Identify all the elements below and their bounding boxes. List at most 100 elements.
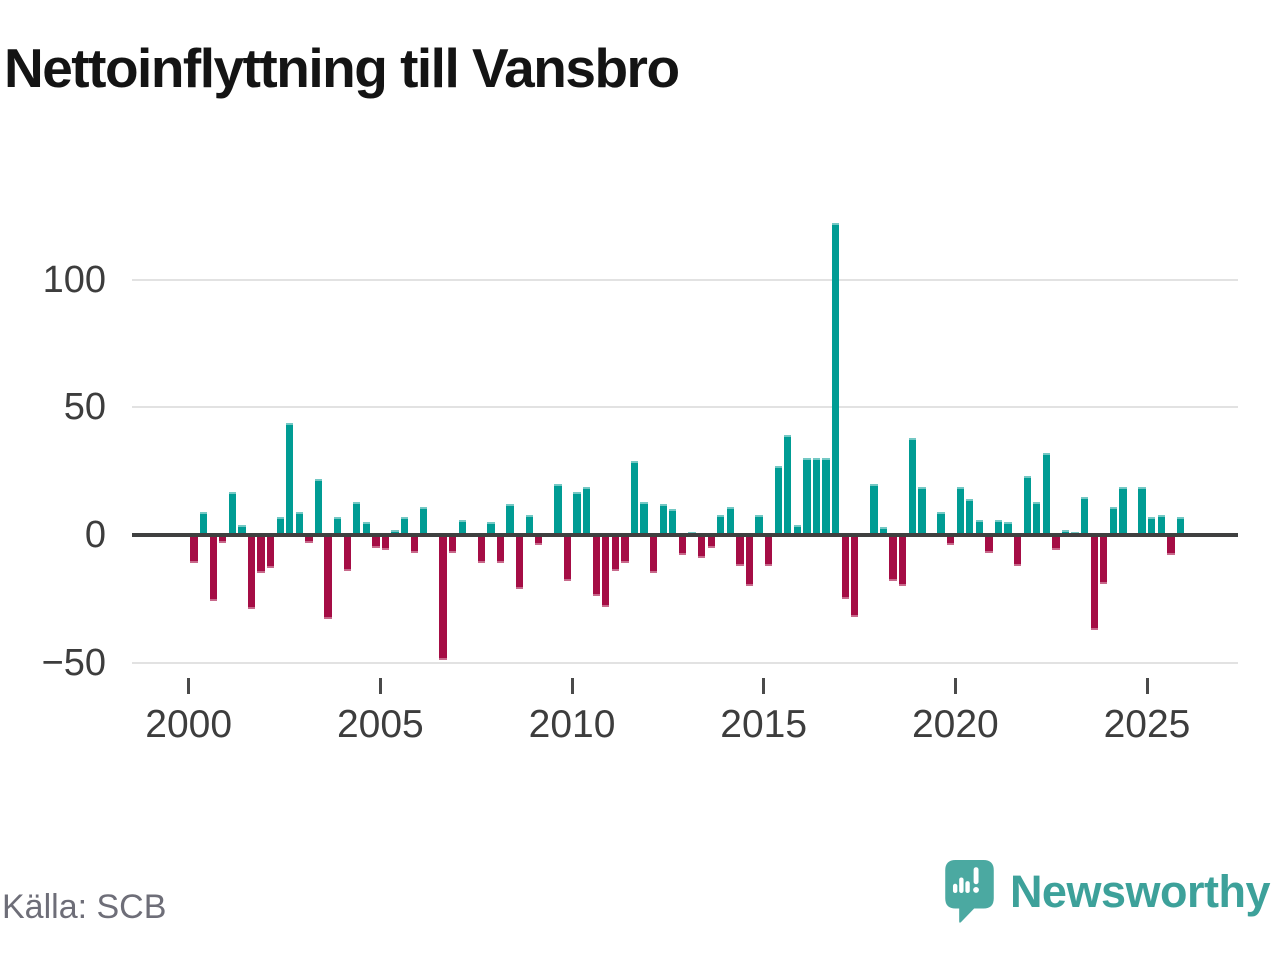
bar-2025Q4 — [1176, 517, 1185, 535]
bar-2017Q4 — [870, 483, 878, 535]
bar-2005Q4 — [410, 535, 418, 553]
bar-2009Q1 — [535, 535, 543, 546]
bar-2021Q2 — [1004, 522, 1012, 535]
bar-2002Q2 — [276, 517, 284, 535]
bar-2010Q4 — [602, 535, 610, 607]
bar-2023Q4 — [1100, 535, 1108, 584]
bar-2024Q4 — [1138, 486, 1146, 535]
bar-2014Q1 — [726, 506, 734, 535]
bar-2019Q4 — [946, 535, 955, 546]
bar-2023Q3 — [1090, 535, 1098, 630]
bar-2021Q3 — [1013, 535, 1022, 566]
bar-2006Q1 — [420, 506, 428, 535]
bar-2025Q3 — [1167, 535, 1175, 556]
bar-2003Q4 — [334, 517, 342, 535]
bar-2016Q3 — [822, 458, 830, 536]
bar-2012Q4 — [678, 535, 687, 556]
bar-2001Q2 — [238, 524, 246, 535]
y-axis-label: 50 — [63, 386, 106, 429]
bar-2004Q4 — [372, 535, 380, 548]
bar-2018Q1 — [879, 527, 888, 535]
bar-2004Q2 — [353, 501, 361, 535]
brand-lockup: Newsworthy — [945, 860, 1271, 924]
bar-2011Q3 — [630, 460, 639, 535]
bar-2005Q1 — [381, 535, 390, 551]
bar-2014Q4 — [755, 514, 763, 535]
bar-2008Q2 — [506, 504, 514, 535]
bar-2020Q2 — [966, 499, 974, 535]
y-gridline — [132, 661, 1238, 664]
bar-2008Q3 — [515, 535, 524, 589]
bar-2001Q4 — [257, 535, 265, 574]
bar-2008Q1 — [496, 535, 505, 564]
bar-2014Q3 — [745, 535, 754, 587]
y-axis-label: 0 — [84, 514, 106, 556]
x-axis-label: 2015 — [720, 703, 808, 746]
bar-2000Q2 — [199, 512, 208, 535]
bar-2020Q1 — [956, 486, 964, 535]
bar-2011Q4 — [640, 501, 648, 535]
bar-2018Q2 — [889, 535, 897, 581]
bar-2000Q1 — [190, 535, 198, 564]
bar-2016Q4 — [832, 223, 840, 535]
bar-2009Q4 — [563, 535, 572, 581]
bar-2015Q1 — [764, 535, 773, 566]
x-axis-tick — [953, 678, 957, 694]
bar-2006Q4 — [448, 535, 457, 553]
x-axis-label: 2010 — [528, 703, 616, 746]
bar-2002Q1 — [266, 535, 275, 569]
bar-2024Q2 — [1119, 486, 1127, 535]
bar-2013Q4 — [717, 514, 725, 535]
bar-2002Q3 — [286, 422, 294, 535]
bar-2007Q4 — [487, 522, 495, 535]
bar-2024Q1 — [1109, 506, 1118, 535]
bar-2015Q4 — [793, 524, 802, 535]
bar-2003Q2 — [314, 478, 323, 535]
x-axis-tick — [187, 678, 191, 694]
x-axis-label: 2005 — [336, 703, 424, 746]
bar-2010Q3 — [592, 535, 600, 597]
bar-2008Q4 — [525, 514, 533, 535]
bar-2017Q2 — [851, 535, 859, 617]
bar-2010Q1 — [573, 491, 581, 535]
bar-2018Q3 — [899, 535, 907, 587]
bar-2012Q3 — [669, 509, 677, 535]
bar-2012Q2 — [659, 504, 667, 535]
bar-2017Q1 — [841, 535, 849, 599]
bar-2022Q2 — [1042, 453, 1051, 535]
chart-title: Nettoinflyttning till Vansbro — [4, 37, 680, 99]
bar-2019Q3 — [937, 512, 945, 535]
bar-2015Q2 — [774, 466, 782, 535]
y-gridline — [132, 278, 1238, 281]
bar-2003Q3 — [324, 535, 332, 620]
bar-2012Q1 — [650, 535, 658, 574]
bar-2013Q2 — [697, 535, 706, 558]
bar-2003Q1 — [305, 535, 313, 543]
y-axis-label: 100 — [42, 258, 106, 301]
bar-2002Q4 — [295, 512, 303, 535]
bar-2010Q2 — [583, 486, 591, 535]
bar-2001Q1 — [228, 491, 236, 535]
bar-2020Q4 — [985, 535, 993, 553]
bar-2022Q4 — [1061, 529, 1070, 535]
y-axis-label: −50 — [41, 641, 106, 684]
bar-2025Q1 — [1148, 517, 1156, 535]
bar-2014Q2 — [736, 535, 744, 566]
bar-2005Q3 — [401, 517, 409, 535]
x-axis-tick — [1145, 678, 1149, 694]
source-note: Källa: SCB — [2, 888, 167, 926]
bar-2016Q2 — [812, 458, 821, 536]
bar-2001Q3 — [247, 535, 256, 610]
bar-2022Q1 — [1033, 501, 1041, 535]
bar-2020Q3 — [975, 519, 983, 535]
x-axis-label: 2020 — [911, 703, 999, 746]
bar-2018Q4 — [908, 437, 916, 535]
bar-2019Q1 — [918, 486, 926, 535]
bar-2009Q3 — [554, 483, 562, 535]
bar-2006Q3 — [439, 535, 447, 661]
bar-2021Q4 — [1023, 476, 1031, 535]
x-axis-tick — [762, 678, 766, 694]
bar-2015Q3 — [784, 435, 792, 535]
x-axis-zero-line — [132, 533, 1238, 537]
